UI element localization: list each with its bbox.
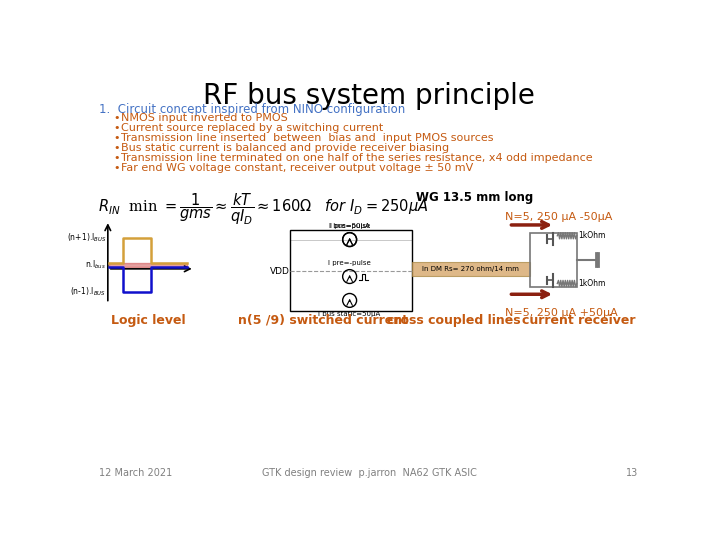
Text: GTK design review  p.jarron  NA62 GTK ASIC: GTK design review p.jarron NA62 GTK ASIC [261, 468, 477, 478]
Text: NMOS input inverted to PMOS: NMOS input inverted to PMOS [121, 113, 288, 123]
Text: ln DM Rs= 270 ohm/14 mm: ln DM Rs= 270 ohm/14 mm [423, 266, 519, 272]
Text: •: • [113, 133, 120, 143]
Text: n(5 /9) switched current: n(5 /9) switched current [238, 314, 408, 327]
Bar [530, 233, 577, 287]
Text: •: • [113, 153, 120, 163]
Text: Transmission line terminated on one half of the series resistance, x4 odd impeda: Transmission line terminated on one half… [121, 153, 593, 163]
Text: cross coupled lines: cross coupled lines [387, 314, 521, 327]
Text: WG 13.5 mm long: WG 13.5 mm long [415, 191, 533, 204]
Text: VDD: VDD [270, 267, 290, 275]
Text: 13: 13 [626, 468, 639, 478]
Text: •: • [113, 164, 120, 173]
Text: Transmission line inserted  between  bias and  input PMOS sources: Transmission line inserted between bias … [121, 133, 493, 143]
Text: 1kOhm: 1kOhm [578, 231, 606, 240]
Text: RF bus system principle: RF bus system principle [203, 82, 535, 110]
Text: current receiver: current receiver [521, 314, 635, 327]
Text: $R_{IN}$  min $= \dfrac{1}{gms} \approx \dfrac{kT}{qI_D} \approx 160\Omega$   $f: $R_{IN}$ min $= \dfrac{1}{gms} \approx \… [98, 191, 428, 227]
Text: I bus static=50μA: I bus static=50μA [318, 311, 381, 317]
Text: Logic level: Logic level [111, 314, 186, 327]
Text: Bus static current is balanced and provide receiver biasing: Bus static current is balanced and provi… [121, 143, 449, 153]
Text: 12 March 2021: 12 March 2021 [99, 468, 173, 478]
Text: •: • [113, 113, 120, 123]
Text: (n+1).I$_{BUS}$: (n+1).I$_{BUS}$ [67, 232, 107, 244]
Text: n.I$_{bus}$: n.I$_{bus}$ [85, 259, 107, 271]
Bar [412, 262, 530, 276]
Text: •: • [113, 143, 120, 153]
Text: 1.  Circuit concept inspired from NINO configuration: 1. Circuit concept inspired from NINO co… [99, 103, 405, 116]
Text: I pre=pulse: I pre=pulse [330, 223, 370, 229]
Text: N=5, 250 μA +50μA: N=5, 250 μA +50μA [505, 308, 617, 318]
Text: N=5, 250 μA -50μA: N=5, 250 μA -50μA [505, 212, 612, 222]
Text: •: • [113, 123, 120, 133]
Text: (n-1).I$_{BUS}$: (n-1).I$_{BUS}$ [71, 286, 107, 298]
Text: I pre=-pulse: I pre=-pulse [328, 260, 371, 266]
Bar [290, 231, 412, 311]
Text: I bus=50μA: I bus=50μA [329, 223, 370, 229]
Text: 1kOhm: 1kOhm [578, 279, 606, 288]
Text: Far end WG voltage constant, receiver output voltage ± 50 mV: Far end WG voltage constant, receiver ou… [121, 164, 473, 173]
Text: Current source replaced by a switching current: Current source replaced by a switching c… [121, 123, 383, 133]
